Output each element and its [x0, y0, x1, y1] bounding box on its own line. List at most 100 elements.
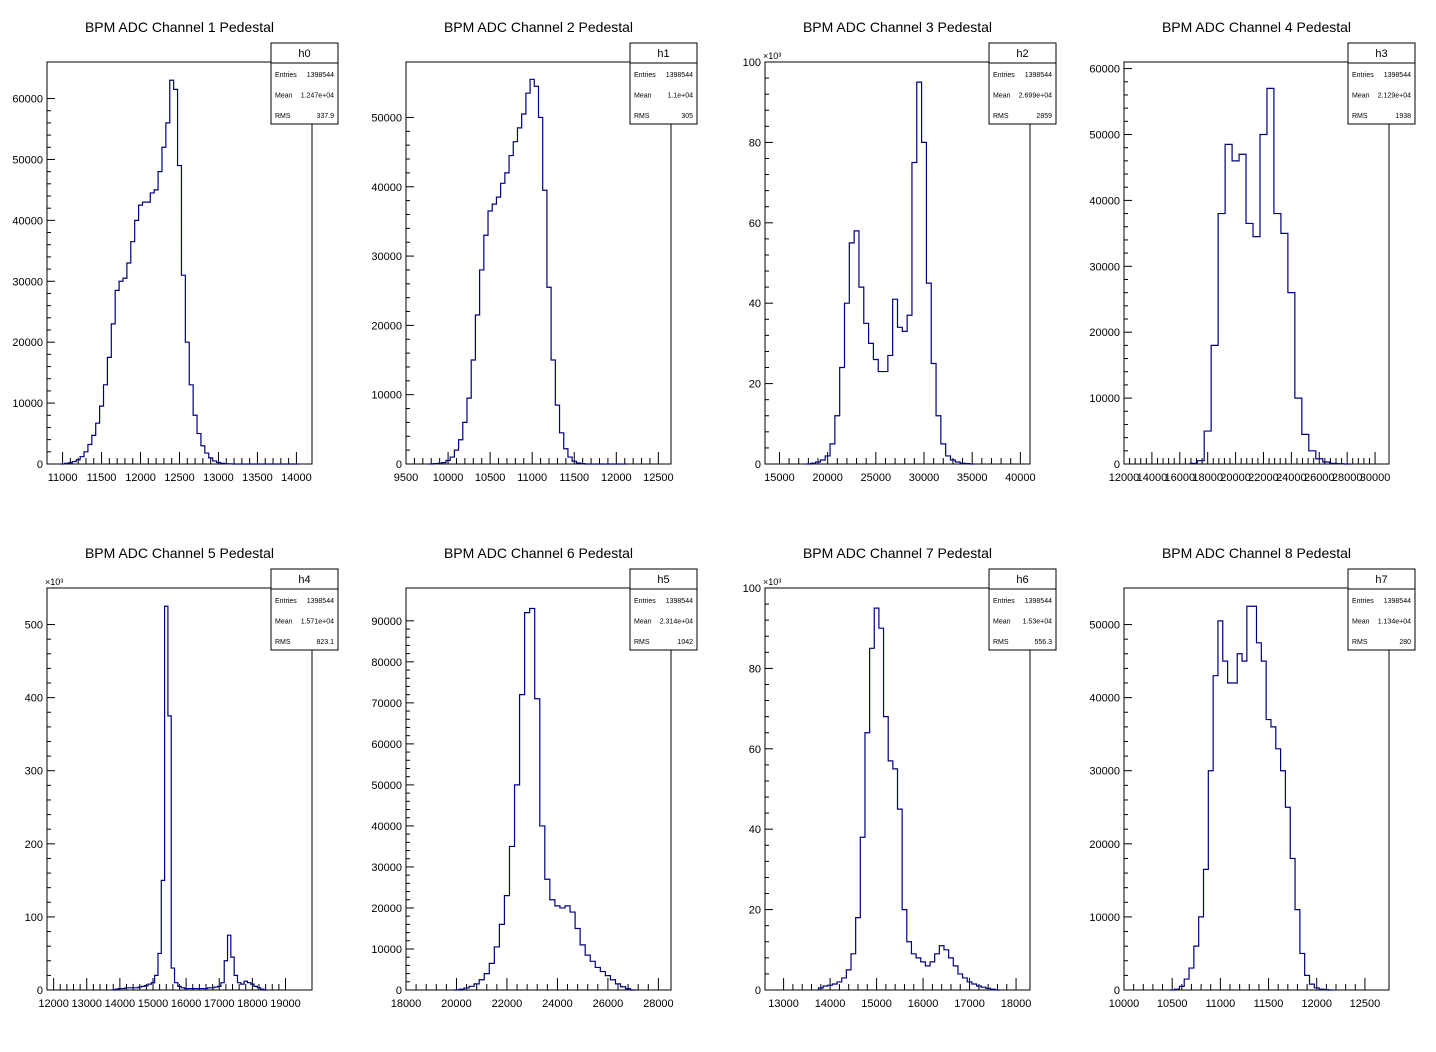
stats-value-rms: 1042: [677, 639, 693, 646]
y-tick-label: 100: [743, 57, 761, 69]
y-tick-label: 60: [749, 744, 761, 756]
stats-label-mean: Mean: [634, 619, 652, 626]
x-tick-label: 35000: [957, 472, 988, 484]
y-tick-label: 60000: [12, 94, 43, 106]
y-tick-label: 50000: [1089, 129, 1120, 141]
y-tick-label: 20000: [12, 337, 43, 349]
x-tick-label: 20000: [1220, 472, 1251, 484]
histogram-series: [60, 79, 299, 465]
x-tick-label: 10000: [433, 472, 464, 484]
x-tick-label: 18000: [237, 998, 268, 1010]
stats-histogram-name: h3: [1375, 48, 1387, 60]
panel-title: BPM ADC Channel 8 Pedestal: [1162, 545, 1351, 561]
y-tick-label: 80000: [371, 657, 402, 669]
stats-value-mean: 2.699e+04: [1019, 93, 1052, 100]
y-tick-label: 40000: [12, 215, 43, 227]
x-tick-label: 25000: [861, 472, 892, 484]
x-axis: 9500 10000 10500 11000 11500 12000 12500: [394, 452, 674, 484]
stats-label-mean: Mean: [275, 93, 293, 100]
panel-title: BPM ADC Channel 5 Pedestal: [85, 545, 274, 561]
stats-histogram-name: h4: [298, 574, 310, 586]
y-tick-label: 40: [749, 824, 761, 836]
stats-value-mean: 2.129e+04: [1378, 93, 1411, 100]
x-tick-label: 18000: [1001, 998, 1032, 1010]
y-tick-label: 20: [749, 379, 761, 391]
x-tick-label: 15000: [764, 472, 795, 484]
y-tick-label: 0: [37, 985, 43, 997]
panel-title: BPM ADC Channel 2 Pedestal: [444, 19, 633, 35]
y-tick-label: 20000: [371, 903, 402, 915]
stats-label-rms: RMS: [993, 639, 1009, 646]
x-tick-label: 14000: [815, 998, 846, 1010]
stats-label-rms: RMS: [1352, 639, 1368, 646]
x-tick-label: 13500: [242, 472, 273, 484]
x-tick-label: 22000: [1248, 472, 1279, 484]
stats-value-entries: 1398544: [1025, 72, 1052, 79]
y-tick-label: 40000: [371, 821, 402, 833]
stats-box: h7 Entries 1398544 Mean 1.134e+04 RMS 280: [1347, 568, 1416, 651]
stats-value-entries: 1398544: [666, 598, 693, 605]
panel-title: BPM ADC Channel 3 Pedestal: [803, 19, 992, 35]
y-tick-label: 300: [25, 766, 43, 778]
stats-label-mean: Mean: [634, 93, 652, 100]
histogram-panel-1: BPM ADC Channel 1 Pedestal 11000 11500 1200…: [12, 19, 339, 484]
y-tick-label: 30000: [1089, 261, 1120, 273]
stats-histogram-name: h7: [1375, 574, 1387, 586]
x-tick-label: 22000: [492, 998, 523, 1010]
stats-label-mean: Mean: [993, 619, 1011, 626]
stats-histogram-name: h0: [298, 48, 310, 60]
stats-value-rms: 280: [1399, 639, 1411, 646]
histogram-series: [111, 605, 268, 991]
y-tick-label: 10000: [371, 390, 402, 402]
y-exponent-label: ×10³: [763, 51, 781, 61]
x-tick-label: 24000: [542, 998, 573, 1010]
histogram-series: [805, 81, 975, 465]
histogram-panel-3: BPM ADC Channel 3 Pedestal 15000 20000 2500…: [743, 19, 1057, 484]
y-tick-label: 50000: [1089, 620, 1120, 632]
stats-value-entries: 1398544: [1025, 598, 1052, 605]
x-tick-label: 11000: [517, 472, 547, 484]
stats-value-rms: 1938: [1395, 113, 1411, 120]
y-tick-label: 40000: [1089, 693, 1120, 705]
y-axis: 0 100 200 300 400 500: [25, 620, 55, 997]
x-axis: 1200014000160001800020000220002400026000…: [1109, 452, 1390, 484]
stats-box: h6 Entries 1398544 Mean 1.53e+04 RMS 556.3: [988, 568, 1057, 651]
y-tick-label: 60: [749, 218, 761, 230]
y-axis: 0 10000 20000 30000 40000 50000 60000: [1089, 64, 1132, 471]
x-tick-label: 20000: [441, 998, 472, 1010]
histogram-series: [1169, 605, 1334, 991]
y-tick-label: 60000: [371, 739, 402, 751]
y-tick-label: 20: [749, 905, 761, 917]
stats-label-entries: Entries: [275, 72, 297, 79]
stats-box: h1 Entries 1398544 Mean 1.1e+04 RMS 305: [629, 42, 698, 125]
x-tick-label: 15000: [138, 998, 169, 1010]
x-tick-label: 24000: [1276, 472, 1307, 484]
stats-value-entries: 1398544: [307, 598, 334, 605]
stats-value-mean: 1.134e+04: [1378, 619, 1411, 626]
x-tick-label: 40000: [1005, 472, 1036, 484]
x-tick-label: 17000: [204, 998, 235, 1010]
stats-box: h2 Entries 1398544 Mean 2.699e+04 RMS 2859: [988, 42, 1057, 125]
stats-value-mean: 1.1e+04: [668, 93, 694, 100]
x-tick-label: 12500: [1350, 998, 1381, 1010]
x-tick-label: 13000: [768, 998, 799, 1010]
x-tick-label: 12500: [164, 472, 195, 484]
stats-value-entries: 1398544: [666, 72, 693, 79]
x-tick-label: 10000: [1109, 998, 1140, 1010]
y-tick-label: 40000: [1089, 195, 1120, 207]
y-tick-label: 0: [396, 459, 402, 471]
x-tick-label: 11000: [1205, 998, 1235, 1010]
plot-frame: [405, 587, 672, 991]
y-tick-label: 200: [25, 839, 43, 851]
y-tick-label: 20000: [1089, 327, 1120, 339]
x-tick-label: 13000: [71, 998, 102, 1010]
stats-value-entries: 1398544: [1384, 72, 1411, 79]
x-tick-label: 10500: [475, 472, 506, 484]
x-axis: 10000 10500 11000 11500 12000 12500: [1109, 978, 1381, 1010]
stats-label-entries: Entries: [993, 72, 1015, 79]
stats-label-mean: Mean: [993, 93, 1011, 100]
stats-value-rms: 337.9: [316, 113, 334, 120]
x-tick-label: 17000: [954, 998, 985, 1010]
x-tick-label: 13000: [203, 472, 234, 484]
x-tick-label: 12000: [1109, 472, 1140, 484]
